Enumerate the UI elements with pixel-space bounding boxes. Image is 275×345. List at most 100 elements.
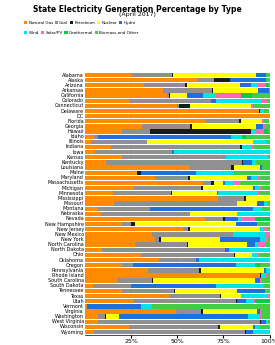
Bar [85,145,111,149]
Bar [105,315,106,319]
Bar [217,191,218,196]
Bar [241,294,268,298]
Bar [85,93,167,98]
Bar [240,145,242,149]
Bar [122,222,131,226]
Bar [238,217,242,221]
Bar [85,83,144,88]
Bar [266,268,270,273]
Bar [258,176,260,180]
Bar [242,160,243,165]
Bar [216,99,261,103]
Bar [131,284,216,288]
Bar [260,227,264,231]
Bar [203,186,253,190]
Text: State Electricity Generation Percentage by Type: State Electricity Generation Percentage … [33,5,242,14]
Bar [190,211,237,216]
Bar [225,248,229,252]
Bar [260,109,264,113]
Bar [260,186,262,190]
Bar [153,278,255,283]
Bar [93,284,131,288]
Bar [85,309,176,314]
Bar [85,294,169,298]
Bar [226,155,268,159]
Bar [241,93,252,98]
Bar [262,186,270,190]
Bar [190,165,231,170]
Bar [255,263,260,267]
Bar [177,104,179,108]
Bar [253,104,270,108]
Bar [255,243,258,247]
Bar [172,73,173,77]
Bar [85,129,122,134]
Bar [85,140,91,144]
Bar [251,145,253,149]
Bar [206,119,239,124]
Bar [253,140,268,144]
Bar [260,278,262,283]
Bar [242,217,255,221]
Bar [264,201,268,206]
Bar [257,191,258,196]
Bar [264,119,270,124]
Bar [242,145,251,149]
Bar [246,135,270,139]
Bar [251,83,257,88]
Bar [148,268,199,273]
Bar [179,104,190,108]
Bar [201,268,264,273]
Bar [122,155,226,159]
Bar [268,129,270,134]
Bar [85,186,133,190]
Bar [246,196,270,200]
Bar [137,170,141,175]
Bar [141,170,196,175]
Bar [171,191,172,196]
Bar [122,263,133,267]
Bar [176,309,201,314]
Bar [233,232,266,237]
Bar [205,217,223,221]
Bar [172,150,174,154]
Bar [144,83,185,88]
Bar [85,258,159,262]
Bar [253,330,270,334]
Bar [268,237,270,242]
Text: (April 2017): (April 2017) [119,12,156,17]
Bar [255,299,270,303]
Bar [85,155,122,159]
Bar [122,129,150,134]
Bar [253,145,270,149]
Bar [197,78,214,82]
Bar [268,294,270,298]
Bar [111,145,240,149]
Bar [230,78,266,82]
Bar [190,227,260,231]
Bar [85,227,183,231]
Bar [133,263,236,267]
Bar [169,294,220,298]
Bar [85,217,205,221]
Bar [190,176,248,180]
Bar [262,278,270,283]
Bar [261,99,267,103]
Bar [152,278,153,283]
Bar [266,319,268,324]
Bar [175,289,237,293]
Bar [258,191,270,196]
Bar [266,73,270,77]
Bar [85,325,130,329]
Bar [211,181,214,185]
Bar [260,315,262,319]
Bar [248,176,251,180]
Bar [85,273,260,278]
Bar [85,304,87,308]
Bar [172,191,217,196]
Bar [257,222,269,226]
Bar [259,109,260,113]
Bar [255,325,260,329]
Bar [253,299,255,303]
Bar [85,330,94,334]
